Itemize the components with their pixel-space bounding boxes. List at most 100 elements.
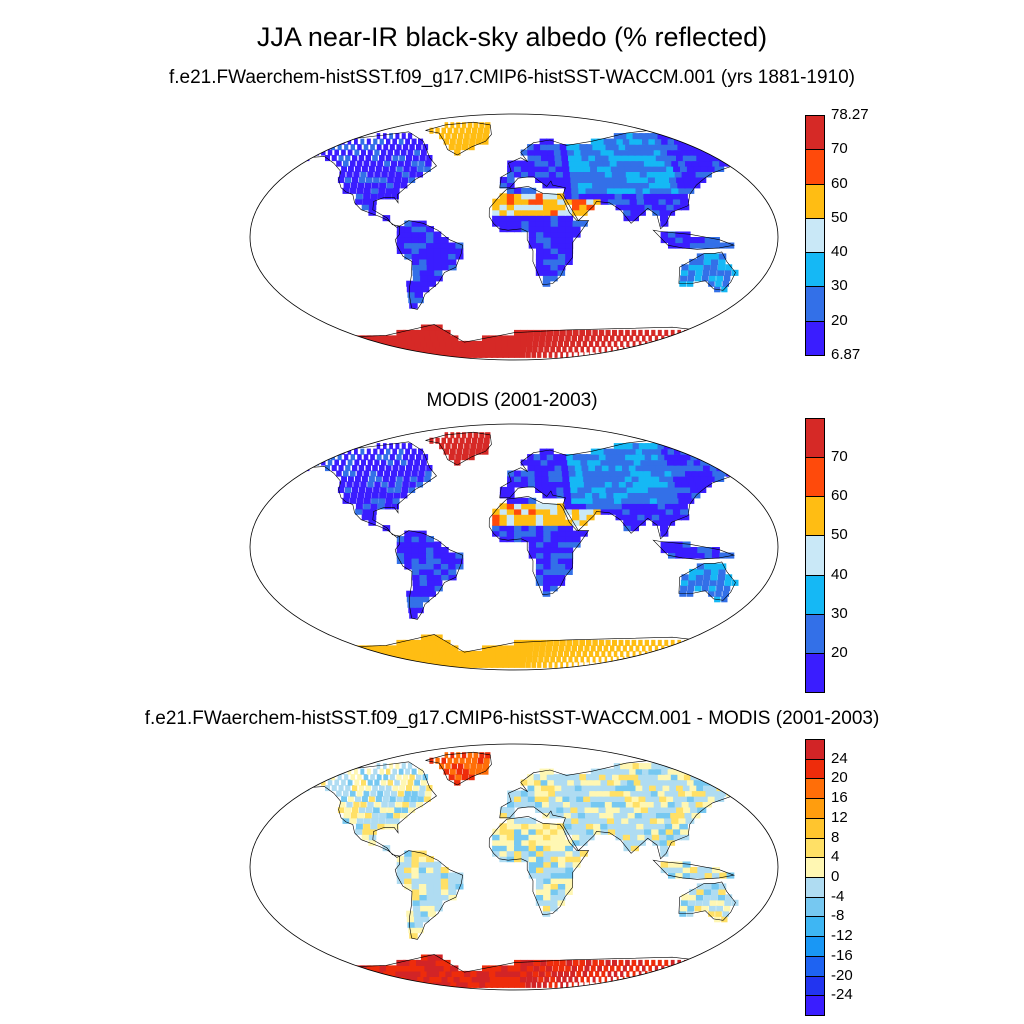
map-cell <box>535 834 544 841</box>
map-cell <box>325 785 330 792</box>
map-cell <box>412 574 421 581</box>
map-cell <box>664 329 669 336</box>
map-cell <box>712 790 723 797</box>
map-cell <box>557 850 566 857</box>
map-cell <box>702 899 710 906</box>
map-cell <box>533 959 541 966</box>
map-cell <box>314 970 328 977</box>
map-cell <box>579 839 588 846</box>
map-cell <box>392 785 399 792</box>
map-cell <box>697 872 706 879</box>
map-cell <box>576 171 586 178</box>
map-cell <box>598 774 608 781</box>
map-cell <box>363 470 370 477</box>
map-cell <box>379 448 384 455</box>
map-cell <box>616 768 626 775</box>
map-cell <box>386 182 394 189</box>
map-cell <box>729 454 741 461</box>
map-cell <box>583 661 585 668</box>
map-cell <box>683 454 695 461</box>
map-cell <box>632 981 637 988</box>
map-cell <box>387 806 394 813</box>
map-cell <box>397 470 404 477</box>
map-cell <box>688 171 698 178</box>
map-cell <box>567 779 576 786</box>
map-cell <box>411 850 420 857</box>
map-cell <box>647 656 648 663</box>
map-cell <box>712 335 715 342</box>
map-cell <box>426 894 435 901</box>
map-cell <box>615 155 625 162</box>
map-cell <box>418 541 427 548</box>
map-cell <box>705 790 716 797</box>
map-cell <box>386 661 402 668</box>
map-cell <box>601 785 611 792</box>
map-cell <box>593 779 603 786</box>
map-cell <box>451 133 457 140</box>
map-cell <box>629 503 638 510</box>
map-cell <box>407 443 413 450</box>
map-cell <box>417 475 424 482</box>
map-cell <box>552 965 559 972</box>
map-cell <box>527 959 534 966</box>
map-cell <box>433 568 442 575</box>
map-cell <box>686 965 690 972</box>
map-cell <box>697 867 706 874</box>
map-cell <box>704 872 713 879</box>
map-cell <box>552 335 559 342</box>
colorbar-label: 20 <box>831 643 848 661</box>
map-cell <box>411 536 420 543</box>
map-cell <box>557 508 566 515</box>
map-cell <box>433 258 442 265</box>
map-cell <box>717 269 725 276</box>
map-cell <box>534 470 543 477</box>
map-cell <box>344 486 352 493</box>
map-cell <box>377 790 384 797</box>
map-cell <box>640 806 650 813</box>
map-cell <box>347 138 352 145</box>
map-cell <box>366 138 371 145</box>
map-cell <box>404 856 412 863</box>
map-cell <box>624 165 634 172</box>
map-cell <box>550 557 559 564</box>
map-cell <box>383 340 394 347</box>
map-cell <box>703 959 707 966</box>
map-cell <box>542 508 551 515</box>
map-cell <box>689 242 698 249</box>
map-cell <box>527 774 535 781</box>
map-cell <box>564 823 573 830</box>
map-cell <box>607 508 617 515</box>
colorbar-label: 40 <box>831 243 848 261</box>
map-cell <box>718 645 721 652</box>
map-cell <box>453 437 459 444</box>
map-cell <box>411 247 420 254</box>
map-cell <box>369 508 377 515</box>
map-cell <box>540 144 548 151</box>
map-cell <box>649 187 659 194</box>
map-cell <box>411 258 420 265</box>
map-cell <box>629 768 639 775</box>
map-cell <box>622 828 631 835</box>
map-cell <box>383 650 394 657</box>
map-cell <box>339 481 346 488</box>
map-cell <box>520 346 527 353</box>
map-cell <box>626 806 636 813</box>
map-cell <box>550 226 559 233</box>
map-cell <box>716 329 720 336</box>
map-cell <box>405 346 417 353</box>
map-cell <box>687 275 695 282</box>
map-cell <box>662 785 672 792</box>
map-cell <box>470 443 477 450</box>
map-cell <box>455 253 464 260</box>
map-cell <box>499 193 508 200</box>
map-cell <box>371 497 379 504</box>
map-cell <box>485 661 494 668</box>
map-cell <box>557 877 566 884</box>
map-cell <box>688 481 698 488</box>
map-cell <box>626 650 630 657</box>
map-cell <box>429 959 438 966</box>
map-cell <box>465 437 471 444</box>
map-cell <box>647 976 648 983</box>
map-cell <box>507 801 515 808</box>
map-cell <box>638 443 649 450</box>
